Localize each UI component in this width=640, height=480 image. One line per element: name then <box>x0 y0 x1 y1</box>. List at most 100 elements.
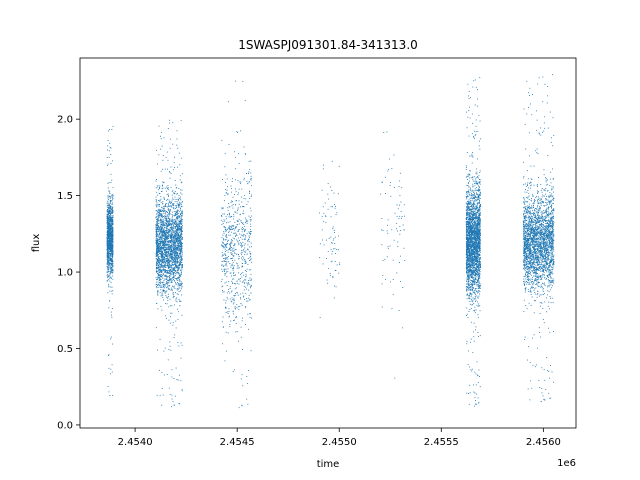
data-point <box>242 317 243 319</box>
data-point <box>227 313 229 314</box>
data-point <box>477 274 479 275</box>
data-point <box>173 242 175 244</box>
data-point <box>110 218 112 220</box>
data-point <box>157 292 159 294</box>
data-point <box>181 243 182 245</box>
data-point <box>181 219 183 221</box>
data-point <box>160 244 161 246</box>
data-point <box>155 253 157 255</box>
data-point <box>177 237 179 238</box>
data-point <box>249 299 251 301</box>
data-point <box>110 236 112 237</box>
data-point <box>112 220 114 222</box>
data-point <box>323 164 324 166</box>
data-point <box>236 292 238 293</box>
data-point <box>168 272 169 274</box>
data-point <box>242 212 244 214</box>
data-point <box>156 270 157 272</box>
data-point <box>158 274 159 276</box>
data-point <box>170 226 171 228</box>
data-point <box>110 267 112 269</box>
data-point <box>247 249 249 251</box>
data-point <box>161 216 163 218</box>
data-point <box>165 223 167 225</box>
data-point <box>168 230 170 232</box>
data-point <box>111 316 113 318</box>
data-point <box>108 248 110 250</box>
data-point <box>170 243 172 245</box>
data-point <box>233 215 235 217</box>
data-point <box>178 223 180 225</box>
data-point <box>180 270 182 272</box>
data-point <box>108 203 110 205</box>
data-point <box>338 235 339 237</box>
data-point <box>175 255 177 257</box>
data-point <box>108 207 110 208</box>
data-point <box>331 190 333 191</box>
data-point <box>161 259 162 261</box>
data-point <box>175 251 177 253</box>
data-point <box>111 270 113 272</box>
data-point <box>167 270 169 271</box>
data-point <box>164 247 166 249</box>
data-point <box>165 269 166 271</box>
data-point <box>158 204 160 206</box>
data-point <box>222 179 223 180</box>
data-point <box>158 240 160 242</box>
data-point <box>110 197 112 198</box>
data-point <box>164 251 166 252</box>
data-point <box>168 214 170 216</box>
data-point <box>155 240 157 241</box>
data-point <box>158 229 159 230</box>
data-point <box>155 238 157 240</box>
data-point <box>242 222 244 224</box>
data-point <box>111 251 113 252</box>
data-point <box>155 277 157 278</box>
data-point <box>169 264 171 266</box>
data-point <box>109 211 111 212</box>
data-point <box>336 264 338 266</box>
data-point <box>156 247 158 249</box>
data-point <box>247 201 249 203</box>
data-point <box>170 273 172 275</box>
data-point <box>178 246 180 248</box>
data-point <box>168 279 170 281</box>
data-point <box>170 316 171 318</box>
data-point <box>107 232 108 234</box>
data-point <box>474 237 476 239</box>
data-point <box>106 258 108 260</box>
data-point <box>172 251 174 253</box>
data-point <box>227 241 229 242</box>
data-point <box>179 287 181 289</box>
data-point <box>155 240 157 242</box>
data-point <box>230 227 232 228</box>
data-point <box>156 227 158 229</box>
data-point <box>171 235 172 237</box>
data-point <box>156 266 157 268</box>
data-point <box>157 294 159 296</box>
data-point <box>157 163 158 165</box>
data-point <box>221 265 223 267</box>
data-point <box>106 242 108 244</box>
data-point <box>157 238 159 240</box>
data-point <box>250 226 252 227</box>
data-point <box>110 253 112 254</box>
data-point <box>109 227 111 229</box>
data-point <box>178 283 180 285</box>
data-point <box>107 234 109 236</box>
data-point <box>161 237 163 239</box>
data-point <box>380 193 382 195</box>
data-point <box>397 246 399 247</box>
data-point <box>157 251 159 253</box>
data-point <box>248 283 250 285</box>
data-point <box>168 239 170 241</box>
data-point <box>107 256 109 257</box>
data-point <box>107 140 109 141</box>
data-point <box>166 256 167 257</box>
data-point <box>178 229 180 231</box>
data-point <box>234 235 236 237</box>
data-point <box>171 236 173 238</box>
data-point <box>175 267 177 268</box>
data-point <box>164 240 166 241</box>
data-point <box>171 202 172 204</box>
